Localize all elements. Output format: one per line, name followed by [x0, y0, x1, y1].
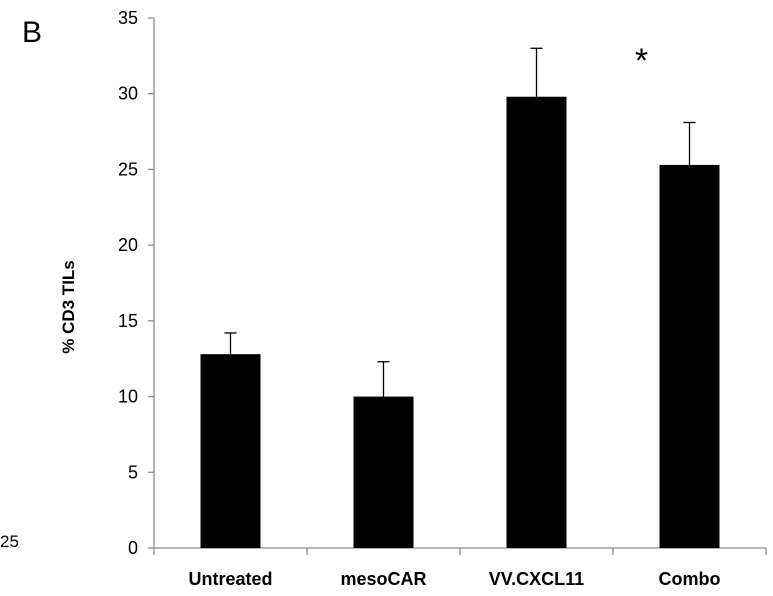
- y-tick-label: 35: [118, 8, 138, 28]
- y-tick-label: 25: [118, 159, 138, 179]
- y-tick-label: 15: [118, 311, 138, 331]
- bar: [506, 96, 567, 548]
- x-category-label: VV.CXCL11: [489, 569, 584, 589]
- y-axis-label: % CD3 TILs: [59, 260, 78, 354]
- y-tick-label: 20: [118, 235, 138, 255]
- x-category-label: Combo: [659, 569, 721, 589]
- y-tick-label: 0: [128, 538, 138, 558]
- bar: [200, 354, 261, 548]
- x-category-label: mesoCAR: [340, 569, 426, 589]
- y-tick-label: 10: [118, 387, 138, 407]
- x-category-label: Untreated: [188, 569, 272, 589]
- bar: [353, 396, 414, 548]
- significance-marker: *: [635, 42, 648, 80]
- bar: [659, 164, 720, 548]
- panel-label: B: [22, 16, 42, 49]
- plot-area: 0 5 10 15 20 25 30 35 Untreated mesoCAR VV.CXCL11 C…: [118, 8, 767, 589]
- left-fragment-text: 25: [0, 532, 19, 551]
- y-tick-label: 30: [118, 84, 138, 104]
- y-tick-label: 5: [128, 462, 138, 482]
